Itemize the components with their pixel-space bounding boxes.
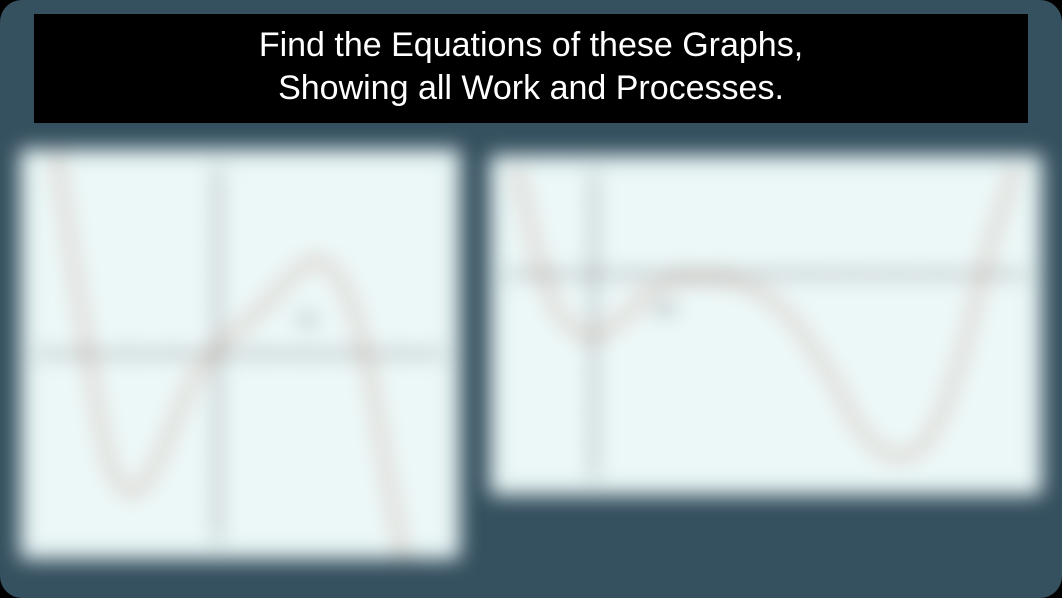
right-chart-panel: g(x) bbox=[490, 155, 1042, 495]
svg-text:f(x): f(x) bbox=[298, 311, 317, 326]
svg-text:g(x): g(x) bbox=[654, 299, 676, 314]
slide-card: Find the Equations of these Graphs, Show… bbox=[0, 0, 1062, 598]
title-line-1: Find the Equations of these Graphs, bbox=[54, 24, 1008, 67]
left-chart-panel: f(x) bbox=[20, 149, 460, 559]
left-chart-svg: f(x) bbox=[20, 149, 460, 559]
title-line-2: Showing all Work and Processes. bbox=[54, 67, 1008, 110]
title-bar: Find the Equations of these Graphs, Show… bbox=[34, 14, 1028, 123]
right-chart-svg: g(x) bbox=[490, 155, 1042, 495]
chart-panels: f(x) g(x) bbox=[18, 149, 1044, 580]
